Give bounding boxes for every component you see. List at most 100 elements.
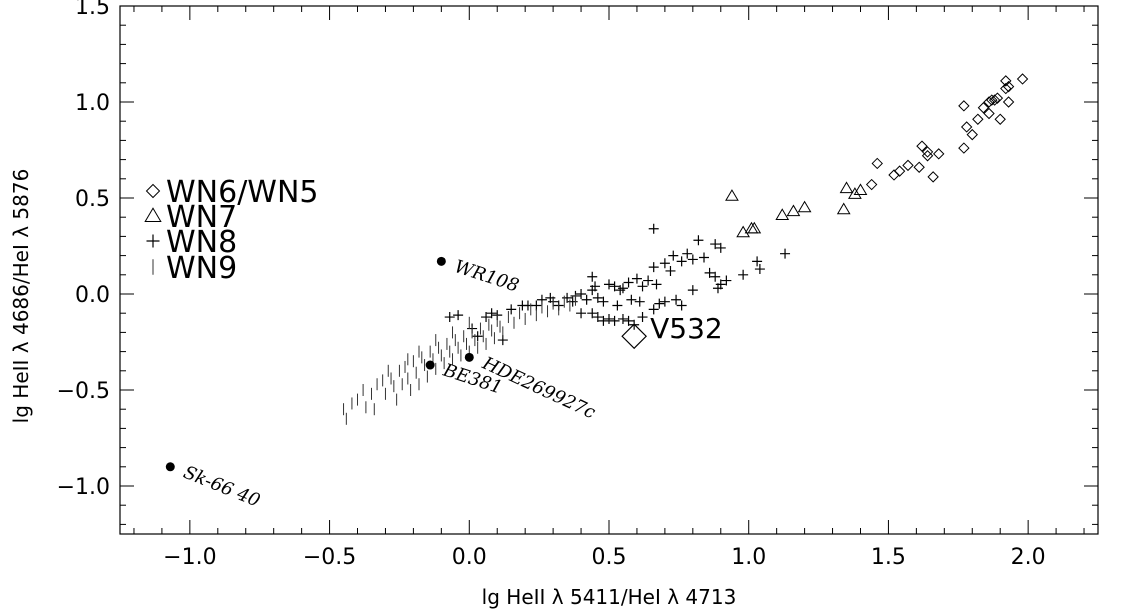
point-plus xyxy=(643,275,654,286)
point-diamond xyxy=(913,161,925,173)
point-diamond xyxy=(888,169,900,181)
point-plus xyxy=(444,312,455,323)
point-triangle xyxy=(775,208,790,220)
x-tick-label: −1.0 xyxy=(163,545,216,570)
legend-label: WN7 xyxy=(166,200,237,235)
annotated-point xyxy=(464,352,474,362)
point-diamond xyxy=(1016,73,1029,85)
point-diamond xyxy=(991,92,1004,104)
point-plus xyxy=(651,279,662,290)
plot-frame xyxy=(119,5,1099,535)
tick-labels: −1.0 −0.5 0.0 0.5 1.0 1.5 2.0 −1.0 −0.5 0.0 0.5 1.0… xyxy=(57,0,1046,570)
x-tick-label: 2.0 xyxy=(1011,545,1046,570)
point-plus xyxy=(687,254,698,265)
point-plus xyxy=(754,264,765,275)
legend-marker-plus xyxy=(146,234,160,248)
legend-marker-diamond xyxy=(145,183,161,199)
point-plus xyxy=(562,292,573,303)
x-tick-label: 1.0 xyxy=(731,545,766,570)
point-triangle xyxy=(747,221,762,234)
point-diamond xyxy=(958,142,970,154)
point-plus xyxy=(715,279,726,290)
point-diamond xyxy=(871,157,883,170)
point-plus xyxy=(699,252,710,263)
point-diamond xyxy=(916,140,928,152)
point-plus xyxy=(623,315,634,326)
point-plus xyxy=(587,271,598,282)
y-tick-label: 1.5 xyxy=(75,0,110,20)
legend-marker-triangle xyxy=(144,207,162,222)
x-tick-label: 0.0 xyxy=(452,545,487,570)
point-plus xyxy=(486,308,497,319)
point-plus xyxy=(704,267,715,278)
point-plus xyxy=(626,294,637,305)
point-triangle xyxy=(848,187,862,199)
point-diamond xyxy=(960,121,973,133)
data-points xyxy=(343,73,1029,425)
point-plus xyxy=(592,312,603,323)
point-plus xyxy=(676,256,687,267)
legend-label: WN6/WN5 xyxy=(166,175,319,210)
point-plus xyxy=(738,269,749,280)
point-plus xyxy=(598,296,609,307)
point-plus xyxy=(648,262,659,273)
point-diamond xyxy=(966,128,978,141)
point-plus xyxy=(682,248,693,259)
point-plus xyxy=(581,294,592,305)
point-diamond xyxy=(1000,82,1012,95)
point-plus xyxy=(659,296,670,307)
point-plus xyxy=(671,294,682,305)
annotated-point xyxy=(436,256,446,266)
point-diamond xyxy=(986,94,998,106)
point-plus xyxy=(631,273,642,284)
point-plus xyxy=(715,242,726,253)
point-triangle xyxy=(853,183,868,196)
point-plus xyxy=(472,331,483,342)
point-diamond xyxy=(958,100,970,112)
point-plus xyxy=(590,281,601,292)
point-plus xyxy=(576,308,587,319)
point-diamond xyxy=(921,150,934,162)
point-plus xyxy=(617,283,628,294)
x-tick-label: 0.5 xyxy=(592,545,627,570)
point-plus xyxy=(598,315,609,326)
point-plus xyxy=(615,285,626,296)
point-plus xyxy=(604,279,614,290)
point-plus xyxy=(609,281,620,292)
point-plus xyxy=(659,258,670,269)
point-plus xyxy=(567,296,578,307)
point-plus xyxy=(637,312,648,323)
point-plus xyxy=(522,300,533,311)
point-diamond xyxy=(865,178,878,191)
annotated-point xyxy=(165,462,175,472)
point-plus xyxy=(654,298,665,309)
point-plus xyxy=(687,285,698,296)
point-diamond xyxy=(933,148,945,160)
y-tick-label: 0.5 xyxy=(75,187,110,212)
axis-ticks xyxy=(120,5,1098,534)
point-plus xyxy=(531,300,542,311)
point-plus xyxy=(481,312,492,323)
point-plus xyxy=(604,313,614,324)
point-triangle xyxy=(786,204,801,217)
point-plus xyxy=(623,277,634,288)
point-diamond xyxy=(927,171,939,183)
annotated-point-label: Sk-66 40 xyxy=(180,462,263,512)
point-plus xyxy=(609,315,620,326)
point-diamond xyxy=(988,94,1001,106)
legend-label: WN8 xyxy=(166,225,237,260)
x-tick-label: 1.5 xyxy=(871,545,906,570)
point-plus xyxy=(780,248,791,259)
point-plus xyxy=(710,271,721,282)
plot-border xyxy=(119,5,1099,535)
point-plus xyxy=(576,289,587,299)
point-plus xyxy=(617,313,628,324)
point-diamond xyxy=(902,159,914,172)
point-triangle xyxy=(725,189,739,201)
point-plus xyxy=(648,223,659,234)
point-plus xyxy=(665,265,676,276)
annotated-point xyxy=(425,360,435,370)
point-plus xyxy=(506,304,517,315)
